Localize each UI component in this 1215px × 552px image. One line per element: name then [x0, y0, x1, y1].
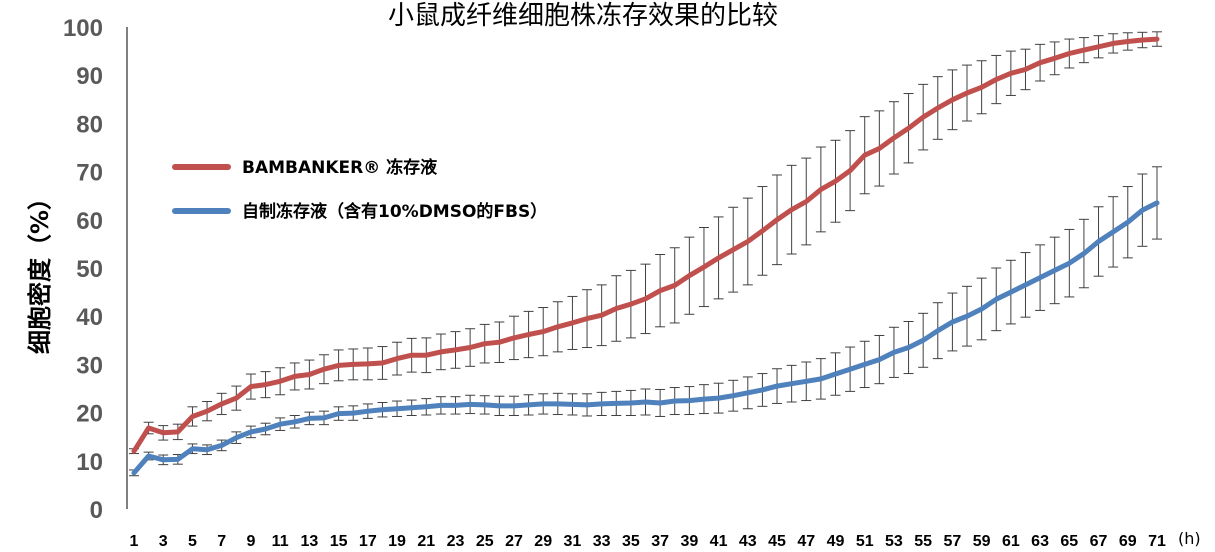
x-tick-label: 9: [246, 533, 255, 550]
chart-title: 小鼠成纤维细胞株冻存效果的比较: [388, 1, 778, 31]
y-tick-label: 50: [76, 256, 103, 283]
x-tick-label: 61: [1002, 533, 1020, 550]
series-lines: [131, 36, 1160, 476]
x-tick-label: 11: [272, 533, 289, 550]
x-tick-label: 41: [710, 533, 728, 550]
x-tick-label: 17: [359, 533, 377, 550]
series-line-homemade: [131, 200, 1160, 476]
x-tick-label: 27: [505, 533, 523, 550]
x-tick-label: 67: [1090, 533, 1108, 550]
x-tick-label: 63: [1031, 533, 1049, 550]
x-tick-label: 43: [739, 533, 757, 550]
x-tick-label: 31: [564, 533, 582, 550]
y-tick-label: 40: [76, 304, 103, 331]
x-tick-label: 47: [797, 533, 815, 550]
x-tick-label: 57: [944, 533, 962, 550]
x-tick-label: 39: [680, 533, 698, 550]
x-tick-label: 3: [159, 533, 168, 550]
x-tick-label: 49: [827, 533, 845, 550]
x-tick-label: 23: [447, 533, 465, 550]
x-tick-label: 69: [1119, 533, 1137, 550]
x-tick-label: 29: [534, 533, 552, 550]
y-tick-label: 10: [76, 449, 103, 476]
y-tick-label: 30: [76, 352, 103, 379]
series-line-bambanker: [131, 36, 1160, 454]
y-tick-label: 90: [76, 63, 103, 90]
x-tick-label: 7: [217, 533, 226, 550]
y-axis-label: 细胞密度（%）: [26, 186, 54, 354]
x-tick-label: 25: [476, 533, 494, 550]
legend-label-homemade: 自制冻存液（含有10%DMSO的FBS）: [242, 201, 547, 222]
x-tick-label: 35: [622, 533, 640, 550]
error-bars: [129, 31, 1162, 477]
x-tick-label: 1: [130, 533, 139, 550]
y-tick-label: 20: [76, 401, 103, 428]
legend-label-bambanker: BAMBANKER® 冻存液: [242, 157, 437, 178]
x-tick-label: 13: [300, 533, 318, 550]
x-tick-label: 21: [417, 533, 435, 550]
x-tick-label: 65: [1060, 533, 1078, 550]
y-tick-labels: 0 10 20 30 40 50 60 70 80 90 100: [63, 15, 103, 524]
x-tick-label: 37: [651, 533, 669, 550]
x-tick-label: 33: [593, 533, 611, 550]
y-tick-label: 0: [90, 497, 103, 524]
x-tick-label: 19: [388, 533, 406, 550]
x-tick-label: 5: [188, 533, 197, 550]
x-tick-label: 53: [885, 533, 903, 550]
x-tick-label: 45: [768, 533, 786, 550]
x-tick-labels: 1 3 5 7 9 11 13 15 17 19 21 23 25 27 29 31 33 35 37 39 41 43 4…: [130, 533, 1166, 550]
x-tick-label: 15: [330, 533, 348, 550]
y-tick-label: 100: [63, 15, 103, 42]
x-tick-label: 51: [856, 533, 874, 550]
legend: BAMBANKER® 冻存液 自制冻存液（含有10%DMSO的FBS）: [172, 157, 547, 222]
y-tick-label: 70: [76, 160, 103, 187]
x-tick-label: 71: [1148, 533, 1166, 550]
y-tick-label: 60: [76, 208, 103, 235]
x-axis-unit: (h): [1178, 529, 1201, 548]
y-tick-label: 80: [76, 111, 103, 138]
x-tick-label: 59: [973, 533, 991, 550]
x-tick-label: 55: [914, 533, 932, 550]
